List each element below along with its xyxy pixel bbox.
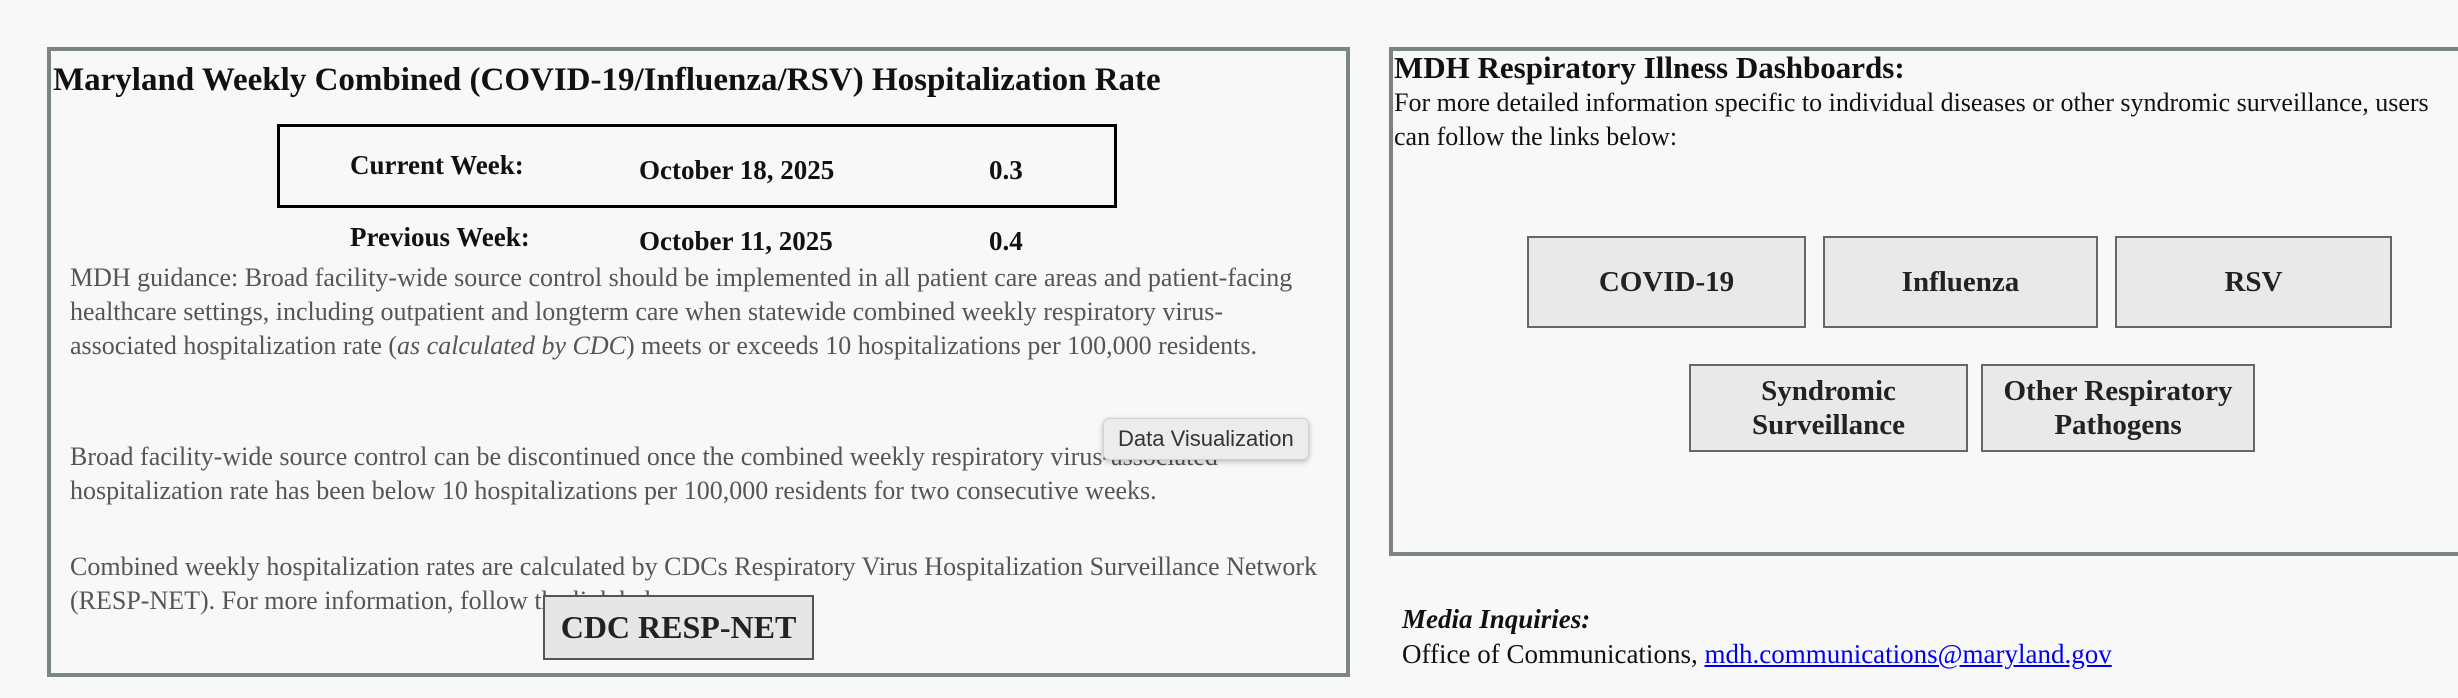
guidance-text-italic: as calculated by CDC [397, 331, 626, 360]
discontinue-paragraph: Broad facility-wide source control can b… [70, 442, 1218, 505]
cdc-resp-net-label: CDC RESP-NET [560, 609, 797, 645]
influenza-button[interactable]: Influenza [1823, 236, 2098, 328]
previous-week-label: Previous Week: [350, 222, 530, 252]
covid-19-button[interactable]: COVID-19 [1527, 236, 1806, 328]
influenza-label: Influenza [1901, 266, 2020, 298]
dashboards-title: MDH Respiratory Illness Dashboards: [1394, 50, 1905, 85]
guidance-text-start: MDH guidance: Broad facility-wide source… [70, 263, 1293, 360]
media-email-link[interactable]: mdh.communications@maryland.gov [1704, 639, 2112, 669]
rsv-label: RSV [2224, 266, 2283, 298]
office-of-communications: Office of Communications, mdh.communicat… [1402, 639, 2112, 670]
other-pathogens-label-line-1: Other Respiratory [2003, 375, 2233, 407]
dashboards-description: For more detailed information specific t… [1394, 88, 2429, 151]
syndromic-label-line-1: Syndromic [1761, 375, 1896, 407]
rsv-button[interactable]: RSV [2115, 236, 2392, 328]
previous-week-date: October 11, 2025 [639, 226, 833, 256]
panel-title: Maryland Weekly Combined (COVID-19/Influ… [53, 62, 1161, 98]
guidance-text-end: ) meets or exceeds 10 hospitalizations p… [625, 331, 1258, 360]
hospitalization-rate-panel [47, 47, 1350, 677]
cdc-resp-net-button[interactable]: CDC RESP-NET [543, 595, 814, 660]
current-week-date: October 18, 2025 [639, 155, 835, 185]
current-week-rate: 0.3 [989, 155, 1023, 185]
current-week-label: Current Week: [350, 150, 524, 180]
media-inquiries-label: Media Inquiries: [1402, 604, 1591, 634]
covid-19-label: COVID-19 [1598, 266, 1735, 298]
data-visualization-tooltip: Data Visualization [1103, 418, 1309, 460]
previous-week-rate: 0.4 [989, 226, 1023, 256]
office-text: Office of Communications, [1402, 639, 1705, 669]
syndromic-surveillance-button[interactable]: Syndromic Surveillance [1689, 364, 1968, 452]
guidance-paragraph: MDH guidance: Broad facility-wide source… [70, 261, 1320, 363]
current-week-box [277, 124, 1117, 208]
other-respiratory-pathogens-button[interactable]: Other Respiratory Pathogens [1981, 364, 2255, 452]
syndromic-label-line-2: Surveillance [1751, 409, 1906, 441]
dashboards-panel [1389, 47, 2458, 556]
other-pathogens-label-line-2: Pathogens [2054, 409, 2182, 441]
